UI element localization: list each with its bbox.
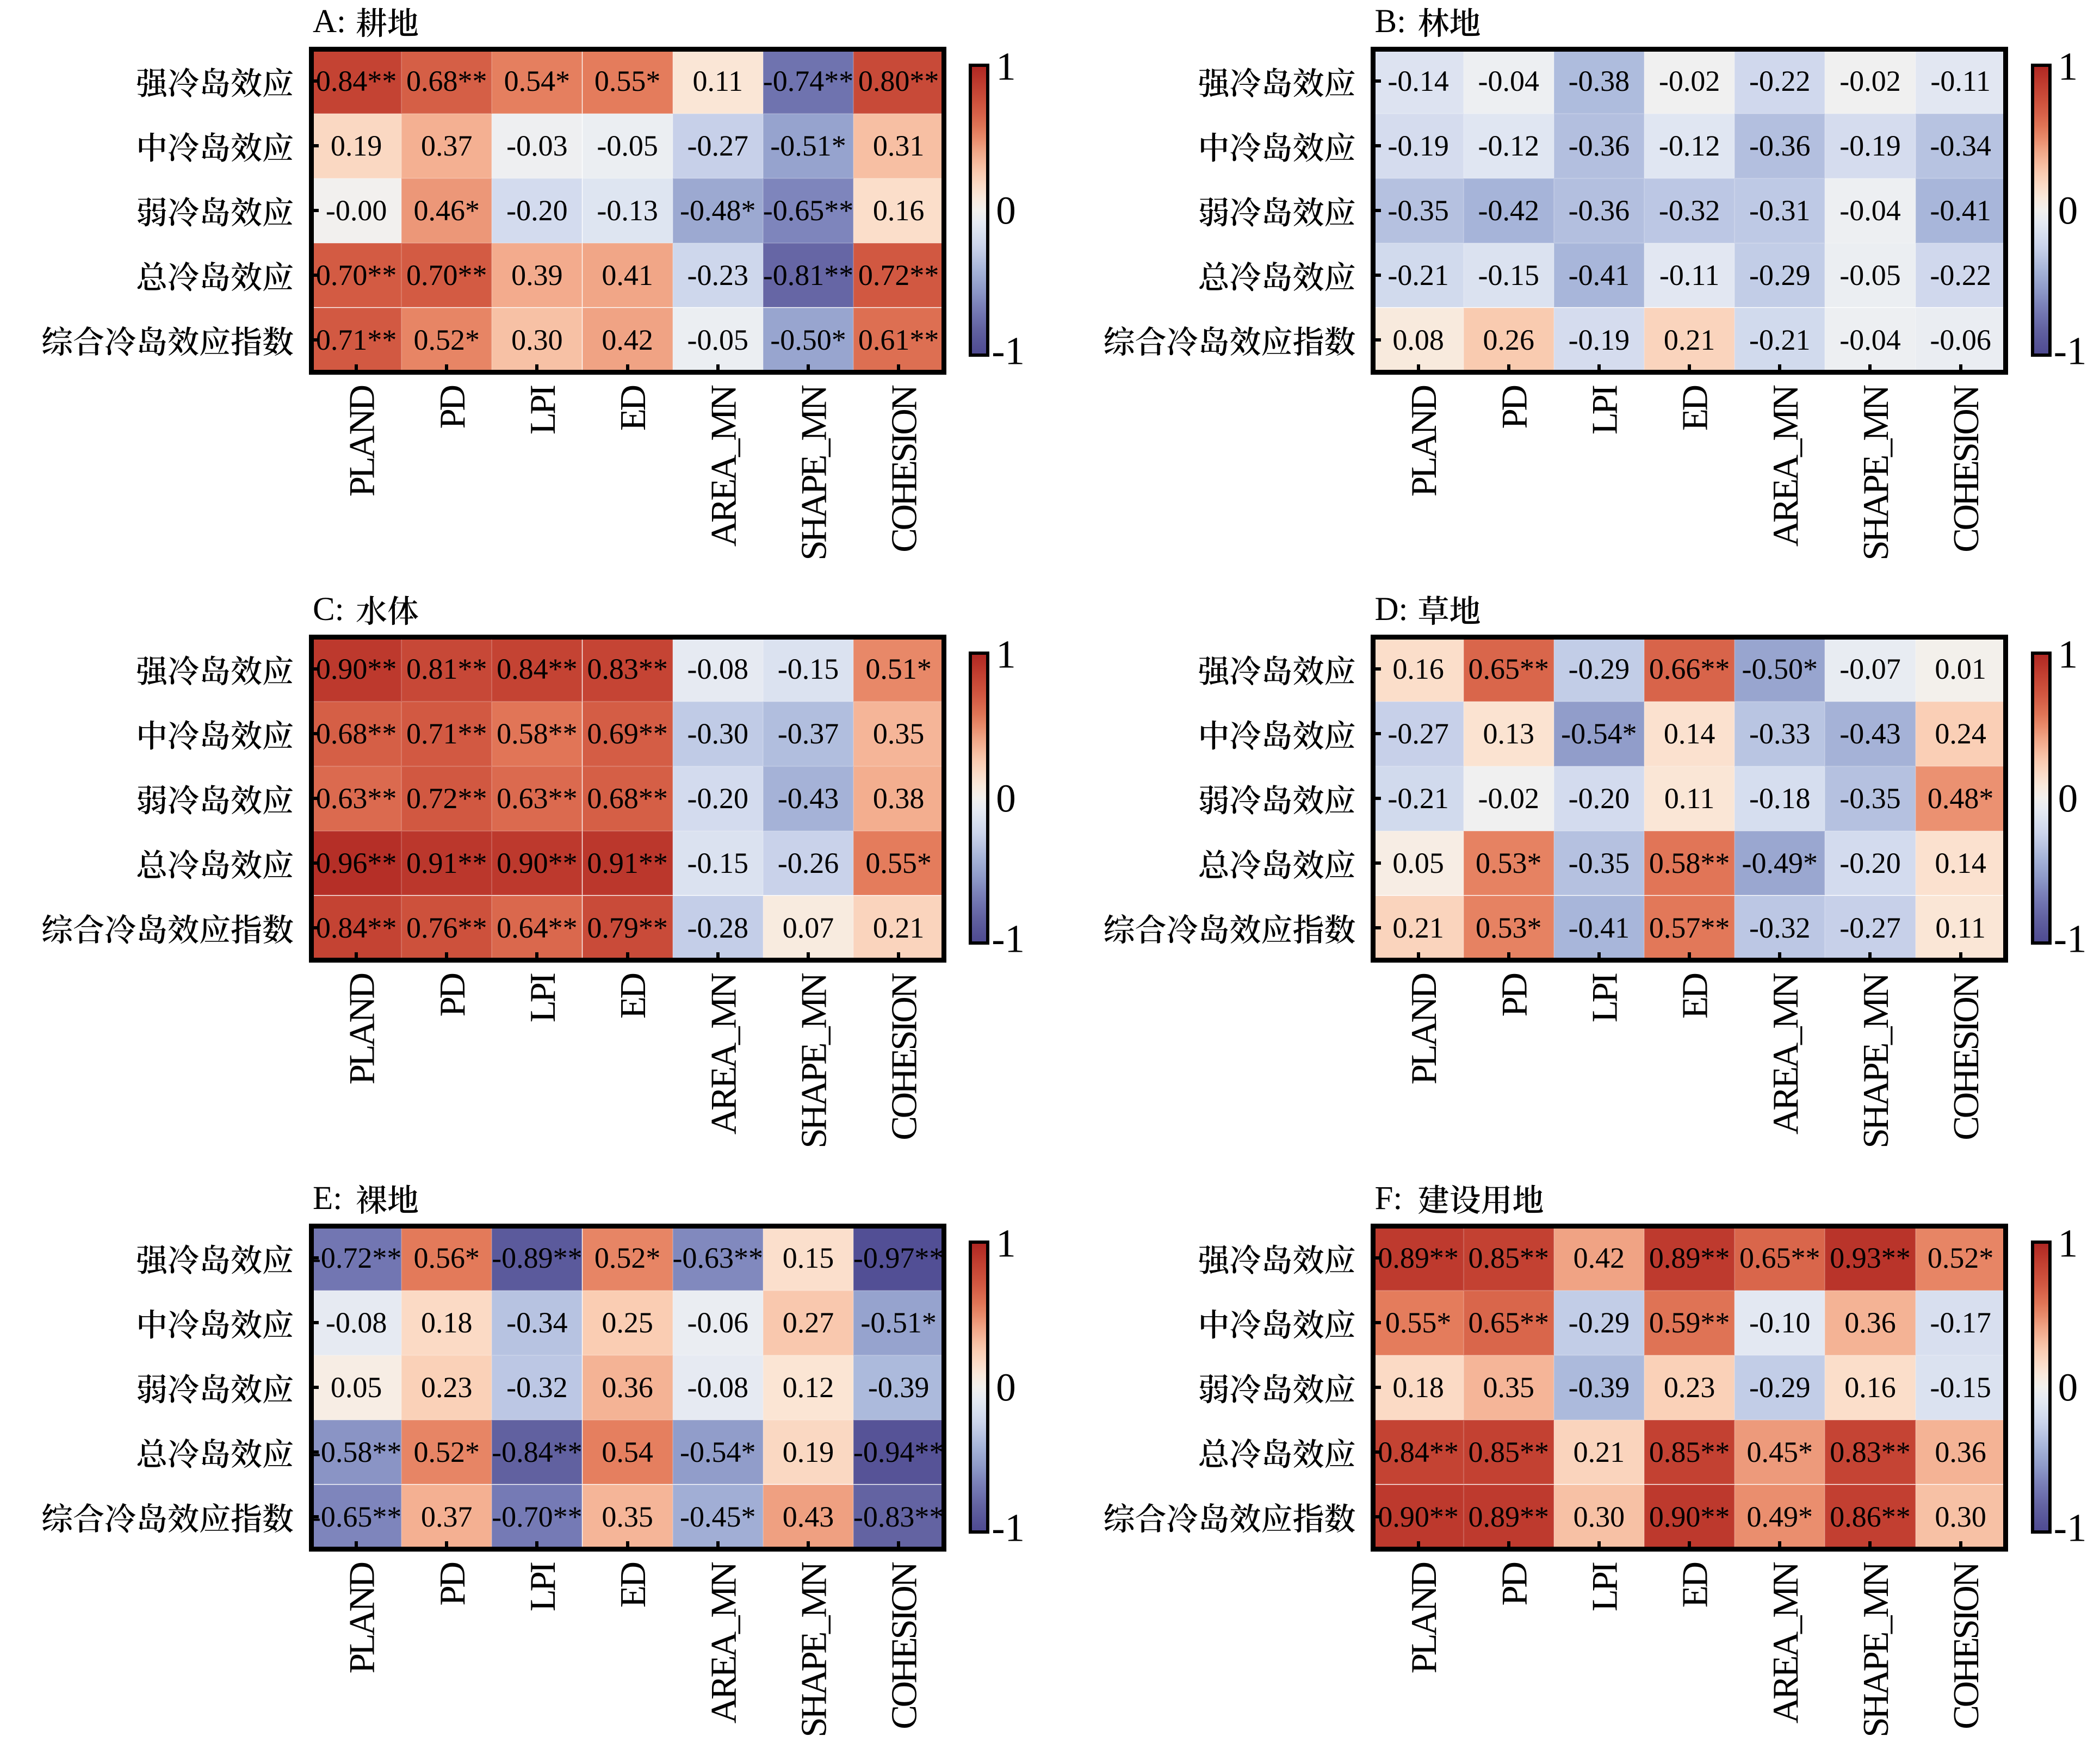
svg-text:SHAPE_MN: SHAPE_MN [794, 385, 834, 560]
svg-text:LPI: LPI [523, 973, 563, 1022]
svg-text:SHAPE_MN: SHAPE_MN [1856, 385, 1896, 560]
svg-text:ED: ED [1675, 386, 1715, 431]
svg-text:AREA_MN: AREA_MN [703, 385, 744, 547]
svg-text:PLAND: PLAND [342, 974, 382, 1085]
svg-text:SHAPE_MN: SHAPE_MN [1856, 1562, 1896, 1737]
svg-text:LPI: LPI [1584, 386, 1625, 435]
svg-text:AREA_MN: AREA_MN [1766, 1562, 1806, 1723]
svg-text:PD: PD [1494, 974, 1534, 1017]
svg-text:PD: PD [1494, 1563, 1534, 1606]
svg-text:LPI: LPI [523, 386, 563, 435]
svg-text:AREA_MN: AREA_MN [703, 973, 744, 1134]
svg-text:PLAND: PLAND [1404, 974, 1444, 1085]
svg-text:PLAND: PLAND [1404, 386, 1444, 497]
svg-text:AREA_MN: AREA_MN [1766, 385, 1806, 547]
svg-text:COHESION: COHESION [884, 385, 925, 552]
svg-text:E:: E: [313, 1180, 342, 1217]
svg-text:AREA_MN: AREA_MN [703, 1562, 744, 1723]
svg-text:ED: ED [613, 1562, 653, 1608]
svg-text:B:: B: [1375, 3, 1407, 40]
svg-text:AREA_MN: AREA_MN [1766, 973, 1806, 1134]
svg-text:PD: PD [432, 974, 473, 1017]
svg-text:A:: A: [313, 3, 346, 40]
svg-text:PD: PD [432, 1563, 473, 1606]
svg-text:F:: F: [1375, 1180, 1403, 1217]
svg-text:LPI: LPI [1584, 1562, 1625, 1611]
svg-text:PD: PD [432, 386, 473, 429]
svg-text:C:: C: [313, 591, 344, 628]
svg-text:ED: ED [613, 973, 653, 1019]
svg-text:COHESION: COHESION [1946, 973, 1986, 1140]
svg-text:LPI: LPI [523, 1562, 563, 1611]
svg-text:ED: ED [613, 386, 653, 431]
svg-text:PD: PD [1494, 386, 1534, 429]
svg-text:D:: D: [1375, 591, 1408, 628]
svg-text:ED: ED [1675, 1562, 1715, 1608]
svg-text:SHAPE_MN: SHAPE_MN [794, 1562, 834, 1737]
svg-text:PLAND: PLAND [342, 386, 382, 497]
svg-text:COHESION: COHESION [1946, 1562, 1986, 1729]
svg-text:SHAPE_MN: SHAPE_MN [794, 973, 834, 1148]
svg-text:LPI: LPI [1584, 973, 1625, 1022]
svg-text:COHESION: COHESION [1946, 385, 1986, 552]
svg-text:SHAPE_MN: SHAPE_MN [1856, 973, 1896, 1148]
svg-text:ED: ED [1675, 973, 1715, 1019]
svg-text:PLAND: PLAND [1404, 1563, 1444, 1674]
svg-text:COHESION: COHESION [884, 1562, 925, 1729]
svg-text:COHESION: COHESION [884, 973, 925, 1140]
svg-text:PLAND: PLAND [342, 1563, 382, 1674]
